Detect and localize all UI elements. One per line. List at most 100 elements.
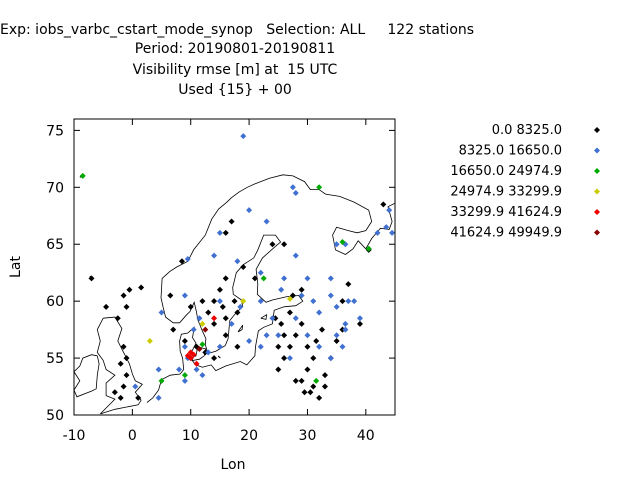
- station-point-s0: [278, 320, 285, 327]
- station-point-s0: [301, 389, 308, 396]
- station-point-s1: [333, 241, 340, 248]
- station-point-s2: [158, 377, 165, 384]
- legend-label: 33299.9 41624.9: [450, 205, 562, 220]
- station-point-s1: [181, 343, 188, 350]
- station-point-s0: [222, 275, 229, 282]
- title-variable: Visibility rmse [m] at 15 UTC: [132, 62, 338, 78]
- station-point-s0: [120, 383, 127, 390]
- station-point-s0: [199, 298, 206, 305]
- station-point-s1: [333, 303, 340, 310]
- station-point-s1: [240, 133, 247, 140]
- x-tick-label: 20: [240, 428, 258, 444]
- station-point-s1: [356, 315, 363, 322]
- station-point-s0: [120, 292, 127, 299]
- y-tick-label: 70: [46, 180, 64, 196]
- station-point-s1: [351, 298, 358, 305]
- station-point-s1: [289, 184, 296, 191]
- legend-marker: [594, 127, 600, 133]
- station-point-s1: [275, 332, 282, 339]
- station-point-s0: [126, 286, 133, 293]
- station-point-s0: [275, 366, 282, 373]
- station-point-s1: [327, 275, 334, 282]
- station-point-s1: [342, 326, 349, 333]
- station-point-s1: [199, 372, 206, 379]
- station-point-s2: [339, 238, 346, 245]
- station-point-s0: [120, 343, 127, 350]
- station-point-s1: [339, 343, 346, 350]
- station-point-s0: [211, 320, 218, 327]
- station-point-s0: [234, 309, 241, 316]
- station-point-s0: [310, 355, 317, 362]
- station-point-s1: [184, 256, 191, 263]
- station-point-s1: [269, 315, 276, 322]
- station-point-s1: [278, 286, 285, 293]
- station-point-s0: [304, 366, 311, 373]
- legend-label: 41624.9 49949.9: [450, 226, 562, 241]
- station-point-s1: [263, 332, 270, 339]
- station-point-s0: [307, 389, 314, 396]
- station-point-s0: [123, 355, 130, 362]
- station-point-s3: [240, 298, 247, 305]
- station-point-s1: [342, 320, 349, 327]
- station-point-s1: [327, 292, 334, 299]
- station-point-s1: [181, 292, 188, 299]
- x-tick-label: 30: [299, 428, 317, 444]
- coastline-1: [74, 354, 100, 398]
- station-point-s0: [286, 343, 293, 350]
- station-point-s0: [135, 394, 142, 401]
- station-point-s0: [292, 377, 299, 384]
- x-tick-label: 0: [128, 428, 137, 444]
- station-point-s1: [193, 366, 200, 373]
- station-point-s1: [345, 298, 352, 305]
- y-tick-label: 65: [46, 237, 64, 253]
- station-point-s1: [389, 229, 395, 236]
- station-point-s0: [178, 258, 185, 265]
- station-point-s0: [321, 383, 328, 390]
- station-point-s2: [79, 172, 86, 179]
- title-used: Used {15} + 00: [178, 82, 292, 98]
- station-point-s2: [181, 372, 188, 379]
- title-period: Period: 20190801-20190811: [134, 41, 336, 57]
- station-point-s1: [216, 229, 223, 236]
- station-point-s0: [216, 286, 223, 293]
- station-point-s1: [298, 292, 305, 299]
- station-point-s1: [383, 224, 390, 231]
- station-point-s0: [316, 394, 323, 401]
- station-point-s2: [365, 245, 372, 252]
- station-point-s0: [138, 284, 145, 291]
- station-point-s1: [292, 252, 299, 259]
- station-point-s1: [304, 275, 311, 282]
- station-point-s0: [228, 218, 235, 225]
- station-point-s0: [269, 241, 276, 248]
- station-point-s0: [123, 372, 130, 379]
- station-point-s0: [211, 298, 218, 305]
- station-point-s1: [292, 190, 299, 196]
- y-tick-label: 60: [46, 294, 64, 310]
- station-point-s0: [181, 338, 188, 344]
- station-point-s1: [281, 275, 288, 282]
- station-point-s0: [117, 360, 124, 367]
- station-point-s0: [222, 315, 229, 322]
- station-point-s1: [286, 355, 293, 362]
- station-point-s0: [187, 303, 194, 310]
- axes: -10 0 10 20 30 40 50 55 60 65 70 75: [46, 119, 395, 444]
- station-point-s2: [313, 377, 320, 384]
- x-tick-label: -10: [63, 428, 86, 444]
- coastline-3: [146, 174, 395, 403]
- station-point-s1: [132, 383, 139, 390]
- station-point-s4: [211, 315, 218, 322]
- legend-marker: [594, 209, 600, 215]
- station-point-s5: [202, 326, 209, 333]
- x-tick-label: 10: [182, 428, 200, 444]
- station-point-s0: [356, 320, 363, 327]
- station-point-s0: [304, 343, 311, 350]
- y-tick-label: 55: [46, 351, 64, 367]
- station-points: [79, 133, 395, 401]
- station-point-s1: [263, 218, 270, 225]
- station-point-s0: [240, 264, 247, 270]
- station-point-s0: [103, 303, 110, 310]
- station-point-s1: [304, 332, 311, 339]
- station-point-s2: [199, 341, 206, 348]
- station-point-s0: [117, 394, 124, 401]
- station-point-s5: [196, 345, 203, 352]
